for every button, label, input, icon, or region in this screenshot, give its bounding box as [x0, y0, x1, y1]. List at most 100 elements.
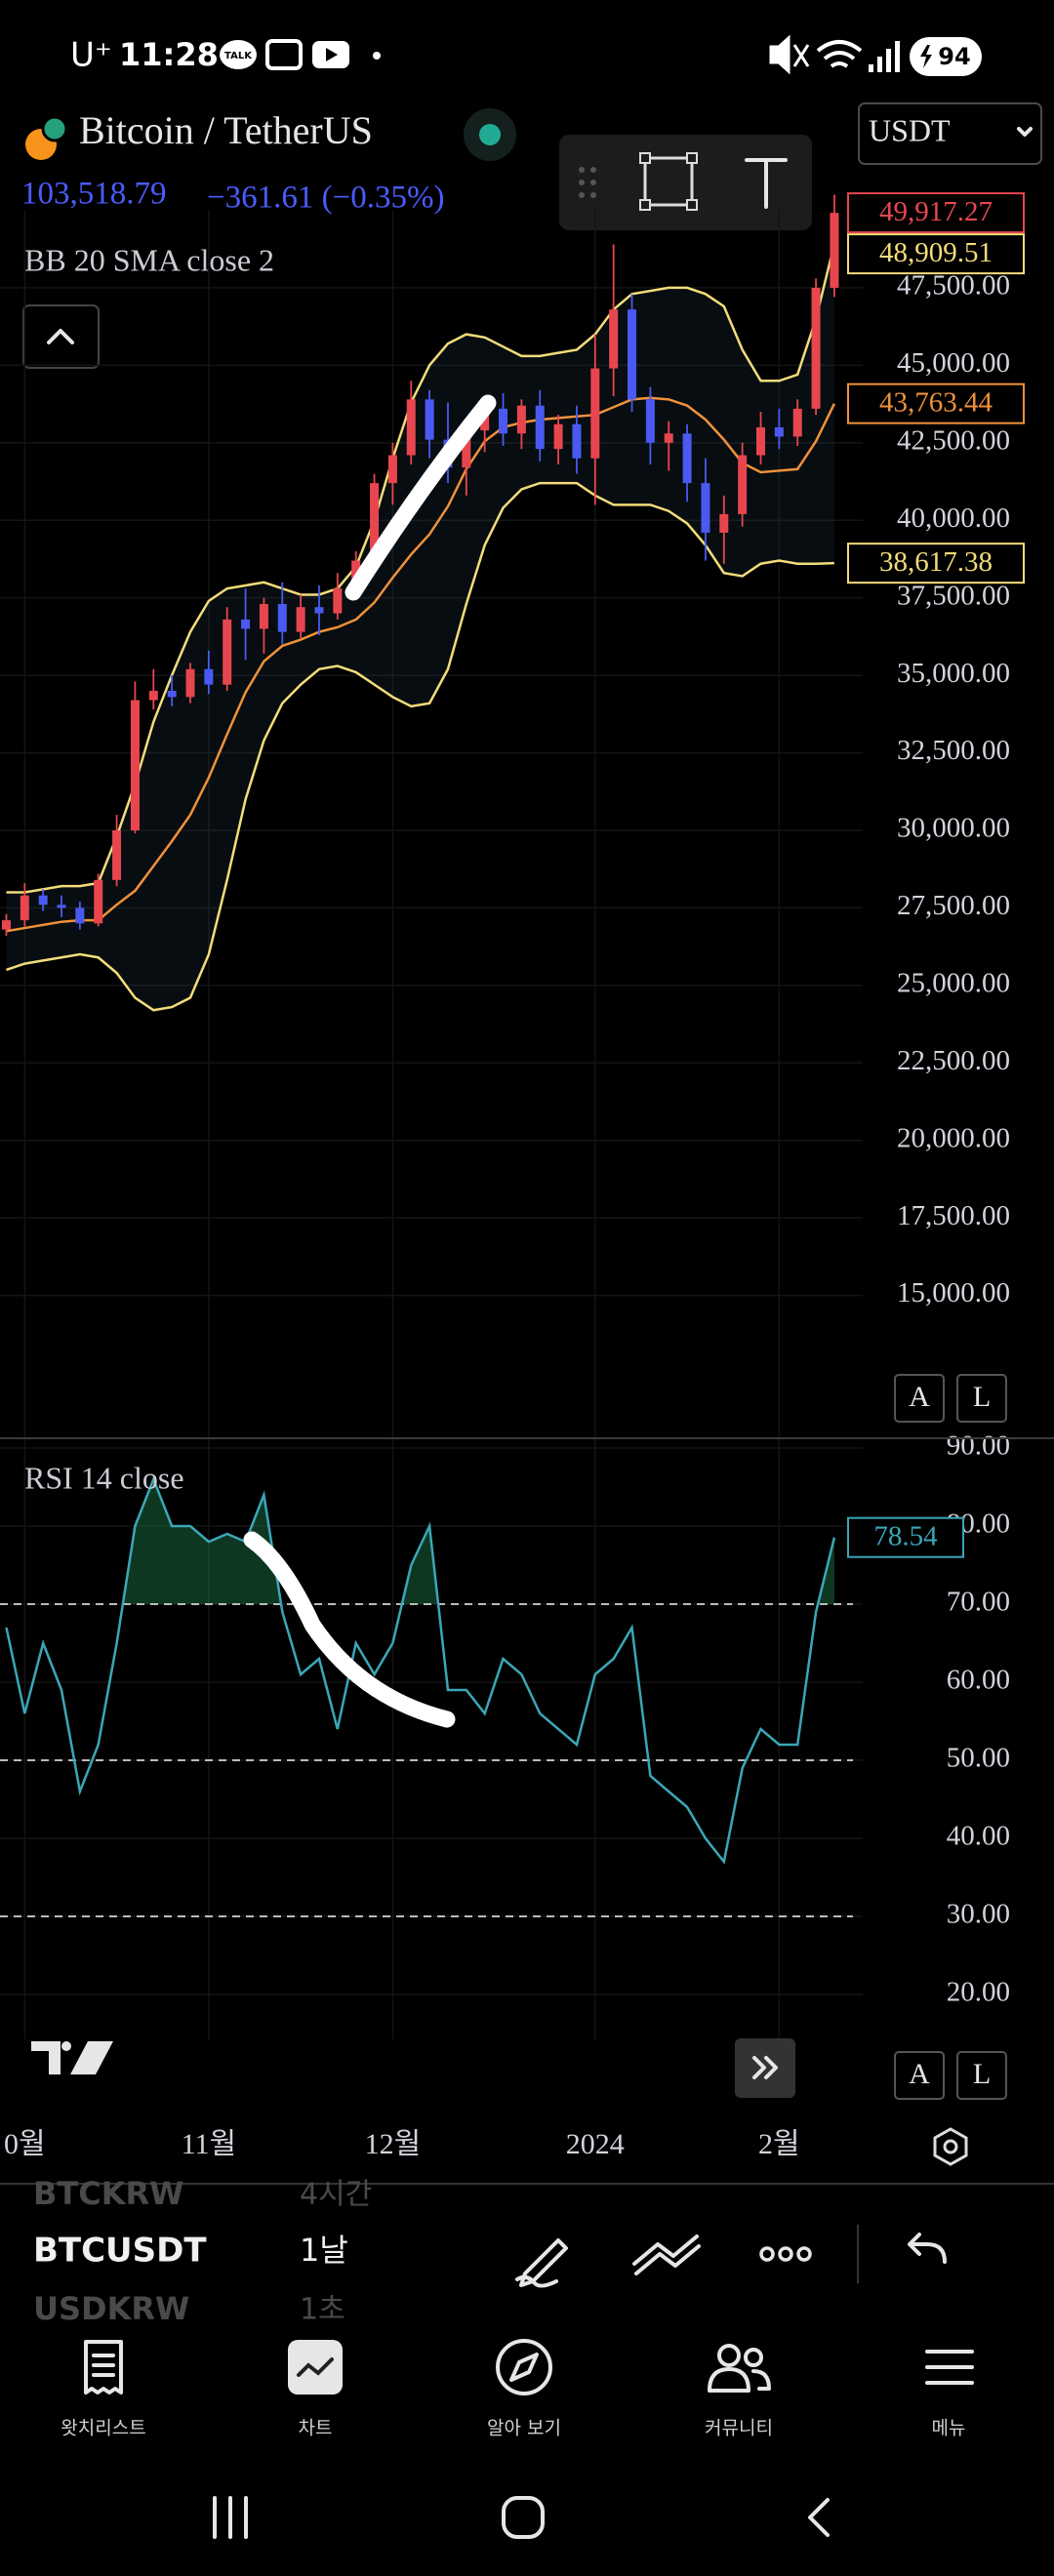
candle-body [572, 423, 582, 459]
price-label: 43,763.44 [879, 386, 993, 418]
price-label-box [847, 382, 1025, 424]
trend-tool[interactable] [632, 2234, 701, 2275]
y-tick-label: 35,000.00 [897, 658, 1010, 689]
candle-body [701, 483, 710, 533]
settings-icon-hole [943, 2139, 958, 2154]
menu-icon[interactable] [925, 2350, 974, 2385]
scale-button[interactable] [956, 2051, 1007, 2100]
indicator-title: BB 20 SMA close 2 [24, 242, 274, 277]
price-label: 49,917.27 [879, 196, 993, 227]
symbol-interval: 1초 [300, 2293, 345, 2327]
symbol-name[interactable]: BTCUSDT [33, 2232, 207, 2271]
candle-body [1, 920, 11, 930]
drawing-toolbar [559, 135, 812, 230]
scale-button-label: L [973, 1381, 991, 1413]
nav-label[interactable]: 왓치리스트 [61, 2418, 145, 2439]
double-chevron [752, 2056, 778, 2079]
candle-body [553, 423, 563, 450]
candle-body [94, 879, 103, 924]
charging-icon [920, 45, 932, 68]
candle-body [130, 700, 140, 830]
system-nav [213, 2496, 830, 2539]
candle-body [719, 513, 729, 533]
market-open-dot [479, 124, 501, 145]
nav-label[interactable]: 알아 보기 [487, 2418, 561, 2439]
rsi-title: RSI 14 close [24, 1460, 184, 1495]
band-line [6, 396, 836, 933]
home-button[interactable] [502, 2496, 545, 2539]
scale-button-label: A [909, 2058, 930, 2090]
candle-body [75, 907, 85, 924]
price-change: −361.61 (−0.35%) [207, 181, 444, 216]
rectangle-tool[interactable] [639, 152, 698, 211]
candle-body [406, 399, 416, 456]
scale-button[interactable] [956, 1374, 1007, 1423]
more-tools[interactable] [759, 2246, 812, 2262]
y-tick-label: 32,500.00 [897, 735, 1010, 766]
y-tick-label: 40.00 [947, 1821, 1010, 1852]
scale-button[interactable] [894, 2051, 945, 2100]
symbol-title: Bitcoin / TetherUS [79, 108, 373, 152]
draw-tool[interactable] [515, 2238, 568, 2288]
x-tick-label: 0월 [4, 2128, 46, 2160]
candle-body [259, 604, 268, 629]
recents-button[interactable] [213, 2496, 248, 2539]
candle-body [333, 588, 343, 614]
symbol-name[interactable]: BTCKRW [33, 2175, 183, 2212]
carrier: U⁺ [70, 36, 112, 75]
last-price: 103,518.79 [21, 177, 167, 212]
chevron-up [47, 329, 74, 344]
candle-body [370, 483, 380, 561]
candle-body [830, 213, 839, 288]
symbol-name[interactable]: USDKRW [33, 2290, 189, 2327]
candle-body [738, 455, 748, 514]
settings-icon[interactable] [933, 2127, 968, 2166]
y-tick-label: 50.00 [947, 1743, 1010, 1774]
y-tick-label: 70.00 [947, 1587, 1010, 1618]
talk-label: TALK [224, 51, 253, 61]
bottom-nav: 왓치리스트 차트 알아 보기 커뮤니티 메뉴 [61, 2339, 974, 2439]
price-label: 48,909.51 [879, 237, 993, 268]
y-tick-label: 15,000.00 [897, 1277, 1010, 1308]
back-button[interactable] [808, 2498, 830, 2537]
text-tool[interactable] [745, 158, 788, 209]
undo[interactable] [908, 2233, 947, 2264]
community-icon[interactable] [708, 2344, 771, 2393]
price-label: 38,617.38 [879, 546, 993, 578]
nav-label[interactable]: 메뉴 [932, 2418, 966, 2439]
y-tick-label: 90.00 [947, 1430, 1010, 1462]
brush-drawing [345, 394, 497, 601]
nav-label[interactable]: 차트 [299, 2418, 333, 2439]
nav-label[interactable]: 커뮤니티 [705, 2418, 773, 2439]
currency-select[interactable] [858, 102, 1042, 165]
candle-body [57, 905, 66, 908]
y-tick-label: 42,500.00 [897, 424, 1010, 456]
collapse-button[interactable] [22, 304, 100, 369]
price-label-box [847, 233, 1025, 275]
clock: 11:28 [119, 36, 219, 73]
candle-body [112, 829, 122, 880]
candle-body [462, 430, 471, 468]
candle-body [277, 604, 287, 632]
y-tick-label: 27,500.00 [897, 890, 1010, 921]
candle-body [792, 408, 802, 437]
candle-body [387, 455, 397, 484]
header: Bitcoin / TetherUS 103,518.79 −361.61 (−… [21, 102, 1042, 369]
wifi-icon [816, 40, 863, 68]
scale-button[interactable] [894, 1374, 945, 1423]
drag-handle [579, 167, 596, 198]
y-tick-label: 20.00 [947, 1977, 1010, 2008]
mute-icon [769, 34, 810, 75]
candle-body [535, 405, 545, 450]
candle-body [223, 619, 232, 685]
dot [373, 52, 381, 60]
explore-icon[interactable] [496, 2339, 552, 2395]
status-bar: U⁺ 11:28 TALK 94 [70, 34, 982, 76]
chart-tab-icon[interactable] [288, 2340, 343, 2395]
candle-body [774, 426, 784, 437]
candle-body [38, 895, 48, 906]
price-label-box [847, 192, 1025, 234]
watchlist-icon[interactable] [84, 2340, 123, 2395]
candle-body [185, 668, 195, 698]
